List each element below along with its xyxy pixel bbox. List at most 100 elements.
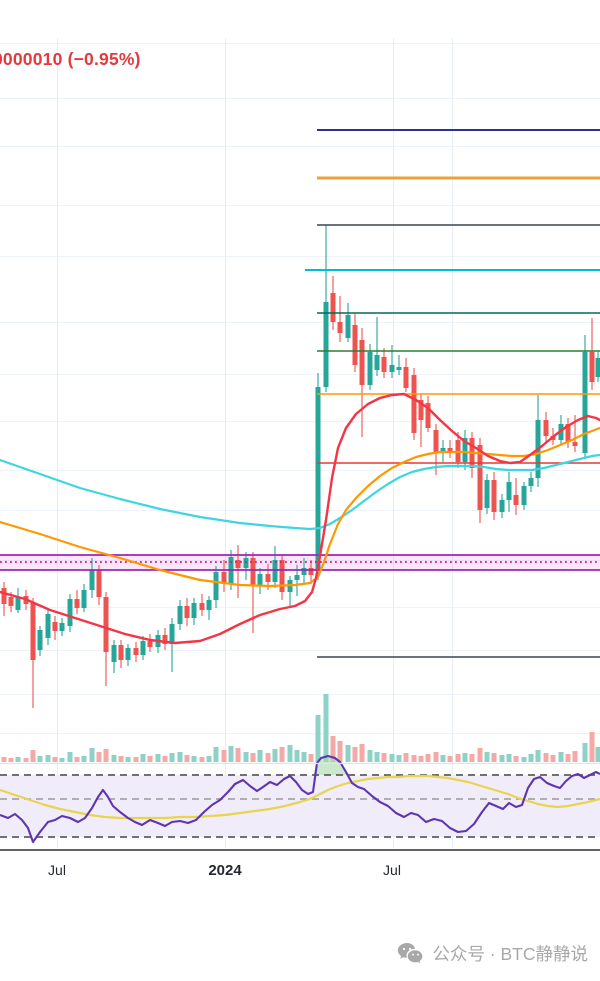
- volume-bar: [513, 756, 519, 762]
- candle-up: [257, 574, 263, 586]
- candle-down: [411, 375, 417, 433]
- candle-up: [140, 641, 146, 655]
- volume-bar: [89, 748, 95, 762]
- candle-up: [521, 486, 527, 505]
- candle-up: [125, 648, 131, 660]
- candle-up: [301, 568, 307, 575]
- candle-up: [169, 624, 175, 644]
- volume-bar: [213, 747, 219, 762]
- candle-down: [543, 420, 549, 436]
- candle-down: [96, 570, 102, 597]
- volume-bar: [337, 741, 343, 762]
- volume-bar: [287, 745, 293, 762]
- volume-bar: [243, 752, 249, 762]
- volume-bar: [543, 753, 549, 762]
- volume-bar: [352, 747, 358, 762]
- volume-bar: [301, 752, 307, 762]
- candle-up: [37, 630, 43, 650]
- volume-bar: [250, 753, 256, 762]
- candle-down: [308, 568, 314, 575]
- volume-bar: [228, 746, 234, 762]
- candle-down: [8, 597, 14, 606]
- volume-bar: [96, 752, 102, 762]
- volume-bar: [257, 750, 263, 762]
- volume-bar: [315, 715, 321, 762]
- candle-up: [499, 500, 505, 512]
- candle-up: [59, 623, 65, 631]
- volume-bar: [491, 753, 497, 762]
- candle-up: [528, 478, 534, 486]
- candle-up: [374, 355, 380, 370]
- candle-down: [235, 560, 241, 568]
- volume-bar: [308, 754, 314, 762]
- volume-bar: [133, 757, 139, 762]
- candle-up: [440, 448, 446, 452]
- volume-bar: [147, 756, 153, 762]
- volume-bar: [589, 732, 595, 762]
- volume-bar: [572, 751, 578, 762]
- candle-down: [265, 574, 271, 582]
- volume-bar: [221, 750, 227, 762]
- candle-down: [403, 367, 409, 388]
- volume-bar: [374, 752, 380, 762]
- candle-down: [418, 400, 424, 420]
- volume-bar: [67, 752, 73, 762]
- candle-down: [250, 558, 256, 586]
- time-axis-label[interactable]: Jul: [48, 862, 66, 878]
- wechat-icon: [397, 942, 424, 965]
- time-axis-label[interactable]: 2024: [208, 862, 242, 879]
- candle-up: [294, 575, 300, 580]
- volume-bar: [45, 755, 51, 762]
- candle-up: [389, 365, 395, 372]
- candle-down: [565, 424, 571, 442]
- rsi-signal-line: [0, 774, 600, 820]
- volume-bar: [440, 755, 446, 762]
- volume-bar: [23, 758, 29, 762]
- volume-bar: [184, 755, 190, 762]
- volume-bar: [111, 755, 117, 762]
- candle-down: [433, 430, 439, 452]
- ticker-price-change: 0000010 (−0.95%): [0, 49, 141, 69]
- candle-down: [184, 606, 190, 618]
- time-axis[interactable]: Jul 2024 Jul: [0, 858, 600, 884]
- candle-down: [513, 495, 519, 505]
- candle-down: [572, 442, 578, 446]
- candle-down: [359, 340, 365, 385]
- volume-bar: [323, 694, 329, 762]
- candle-down: [352, 325, 358, 365]
- volume-bar: [389, 754, 395, 762]
- candle-up: [462, 438, 468, 462]
- candle-up: [15, 597, 21, 610]
- volume-bar: [235, 748, 241, 762]
- volume-bar: [595, 747, 600, 762]
- volume-bar: [330, 736, 336, 762]
- volume-bar: [381, 753, 387, 762]
- candle-down: [162, 635, 168, 644]
- time-axis-label[interactable]: Jul: [383, 862, 401, 878]
- volume-bar: [484, 752, 490, 762]
- candle-down: [381, 357, 387, 372]
- volume-bar: [206, 756, 212, 762]
- candle-up: [315, 387, 321, 571]
- candle-down: [491, 480, 497, 512]
- candle-up: [506, 482, 512, 500]
- candle-down: [199, 603, 205, 610]
- candle-up: [243, 558, 249, 568]
- volume-bar: [411, 755, 417, 762]
- candle-up: [45, 614, 51, 638]
- volume-bar: [125, 757, 131, 762]
- volume-bar: [433, 752, 439, 762]
- volume-bar: [118, 756, 124, 762]
- candle-up: [111, 645, 117, 662]
- volume-bar: [199, 757, 205, 762]
- volume-bar: [74, 757, 80, 762]
- candle-down: [52, 622, 58, 631]
- volume-bar: [81, 756, 87, 762]
- candle-up: [396, 367, 402, 370]
- candle-down: [133, 648, 139, 655]
- volume-bar: [1, 757, 7, 762]
- candle-down: [74, 599, 80, 608]
- candle-up: [206, 600, 212, 610]
